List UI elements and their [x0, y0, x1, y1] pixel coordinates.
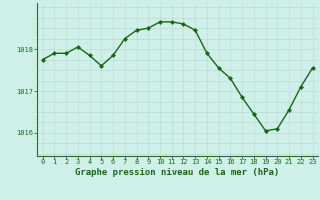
X-axis label: Graphe pression niveau de la mer (hPa): Graphe pression niveau de la mer (hPa) — [76, 168, 280, 177]
